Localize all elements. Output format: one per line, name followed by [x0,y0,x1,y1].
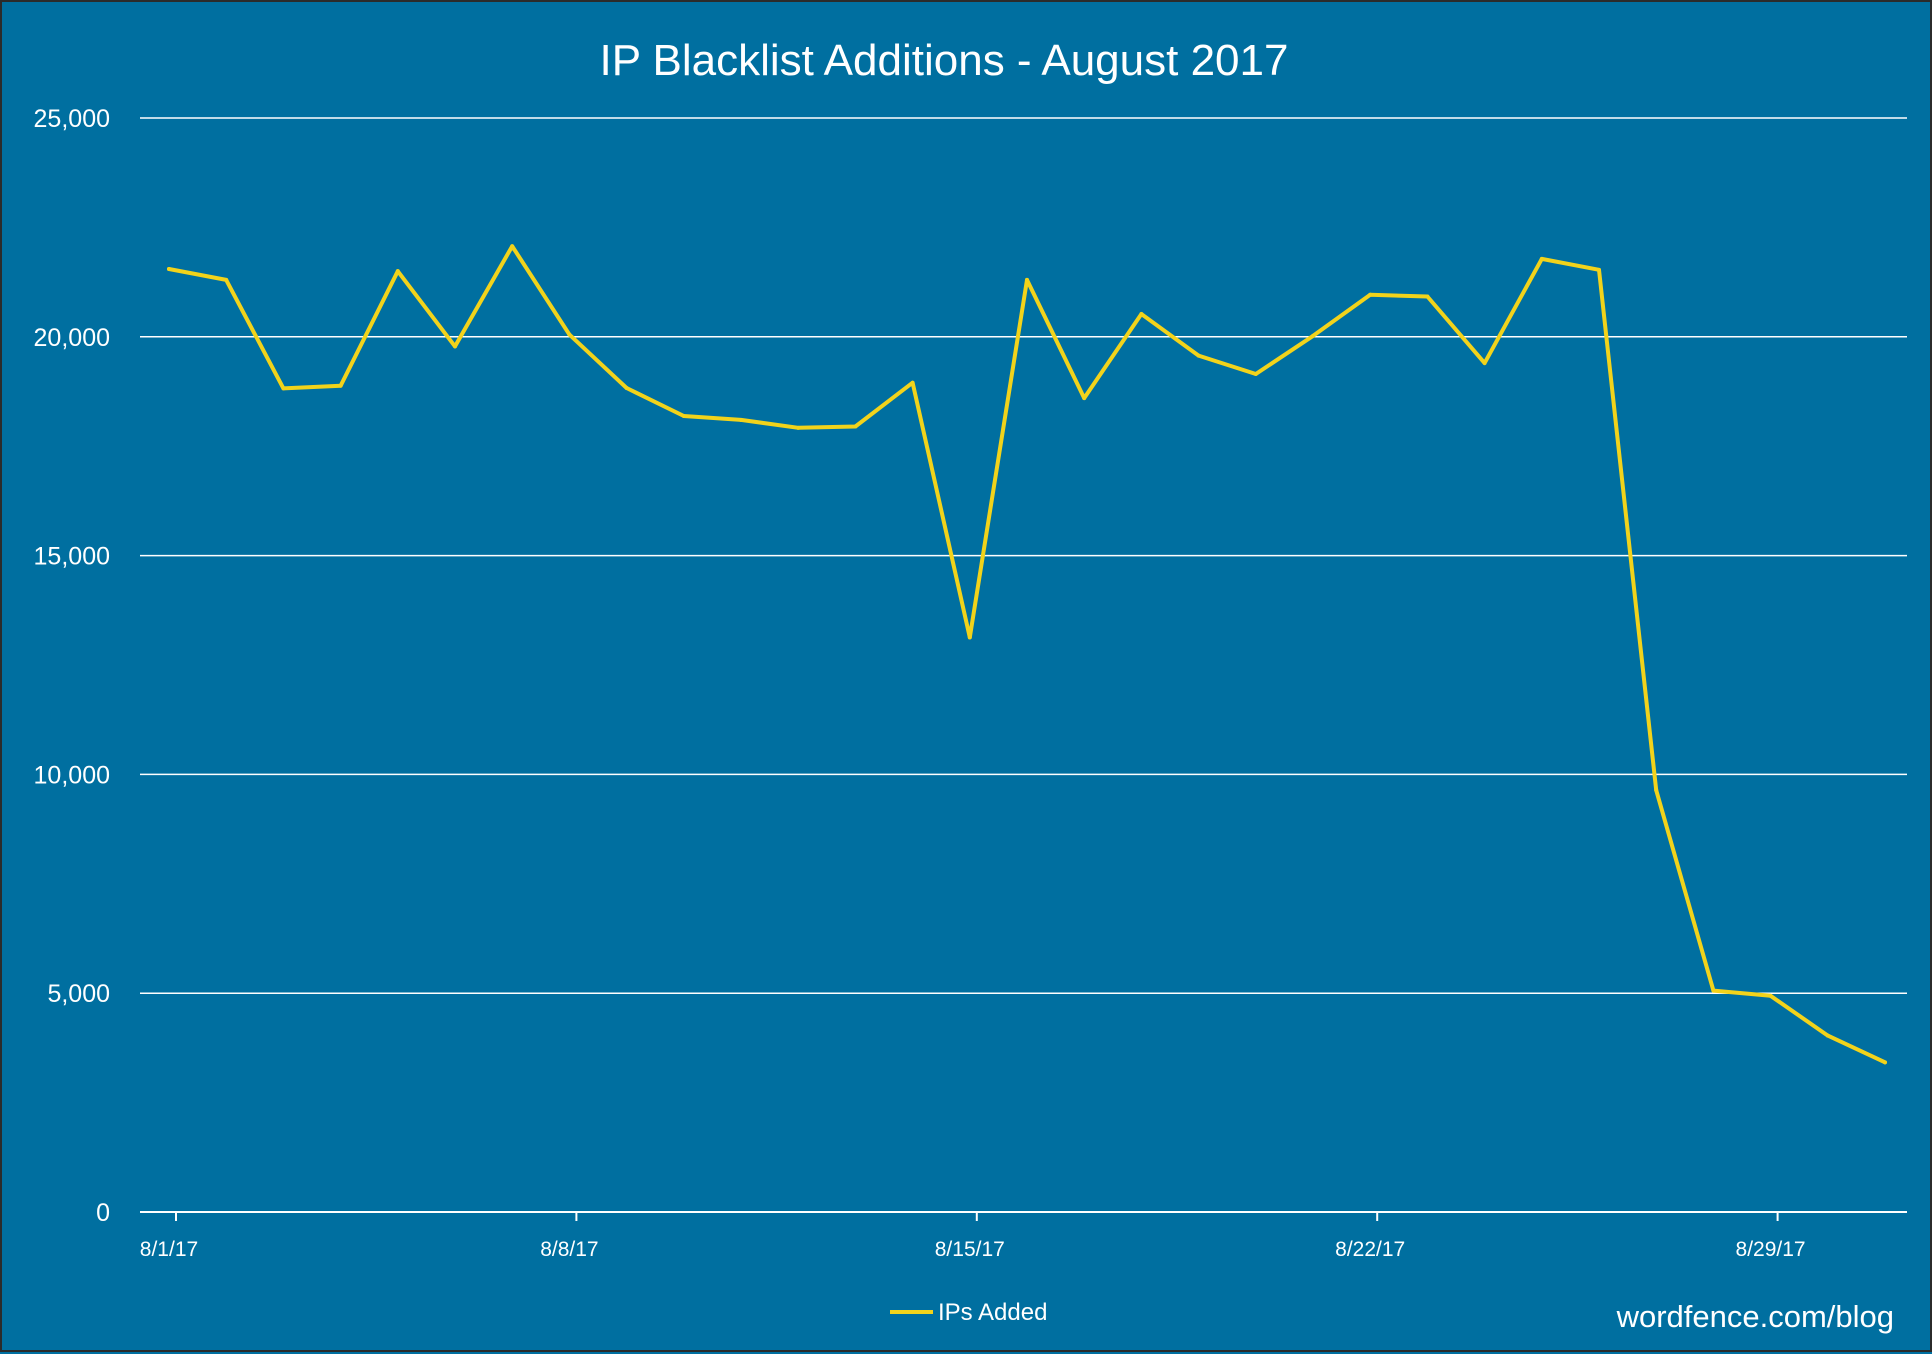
y-tick-label: 5,000 [47,980,110,1008]
data-point [1711,988,1716,993]
data-point [624,385,629,390]
data-point [681,414,686,419]
data-point [167,266,171,271]
data-point [796,425,801,430]
data-point [1368,292,1373,297]
x-axis-tick-labels: 8/1/17 8/8/17 8/15/17 8/22/17 8/29/17 [140,1238,1806,1261]
data-point [1025,277,1029,282]
legend-label-ips-added: IPs Added [938,1299,1047,1326]
data-point [395,269,400,274]
gridlines [140,117,1907,994]
legend: IPs Added [890,1299,1047,1326]
x-tick-label: 8/29/17 [1736,1238,1806,1261]
y-tick-label: 15,000 [34,543,110,571]
data-point [967,635,972,640]
y-tick-label: 0 [96,1199,110,1227]
data-point [338,383,343,388]
watermark-text: wordfence.com/blog [1616,1299,1894,1334]
data-point [1883,1060,1887,1065]
x-tick-label: 8/22/17 [1335,1238,1405,1261]
chart-title: IP Blacklist Additions - August 2017 [600,36,1289,85]
data-point [1139,312,1144,317]
data-point [1768,993,1773,998]
axes [140,1211,1907,1221]
data-point [1482,361,1487,366]
data-point [853,424,858,429]
data-point [1654,788,1659,793]
data-point [453,344,457,349]
x-tick-label: 8/1/17 [140,1238,198,1261]
y-tick-label: 20,000 [34,324,110,352]
data-point [567,332,572,337]
y-tick-label: 10,000 [34,761,110,789]
series-line-ips-added [167,244,1887,1065]
data-point [1825,1033,1830,1038]
data-point [1539,256,1544,261]
x-tick-label: 8/8/17 [540,1238,598,1261]
y-axis-tick-labels: 0 5,000 10,000 15,000 20,000 25,000 [34,105,110,1227]
x-tick-label: 8/15/17 [935,1238,1005,1261]
data-point [1597,267,1601,272]
y-tick-label: 25,000 [34,105,110,133]
data-point [1253,371,1258,376]
series-lines [167,244,1887,1065]
data-point [739,417,743,422]
data-point [1425,294,1430,299]
data-point [281,386,286,391]
data-point [510,244,515,249]
data-point [910,380,915,385]
data-point [1196,353,1201,358]
data-point [1311,333,1315,338]
data-point [1082,396,1087,401]
data-point [224,277,229,282]
